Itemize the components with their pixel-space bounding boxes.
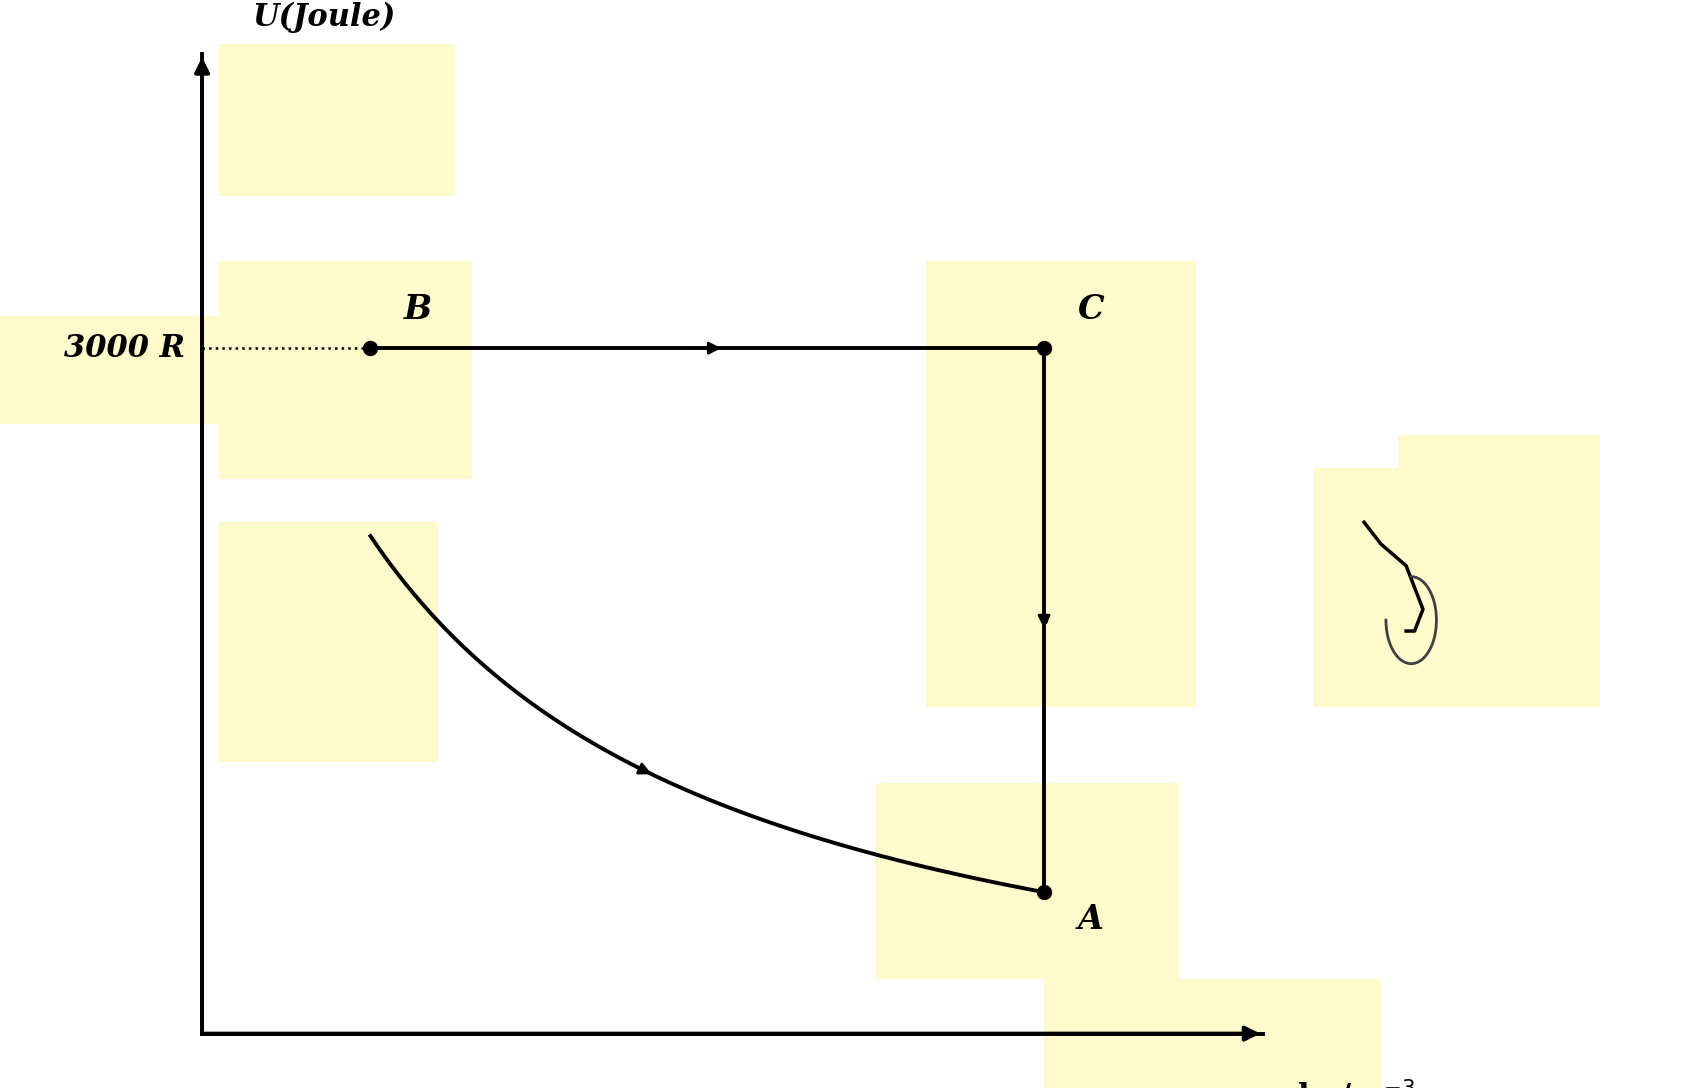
Point <box>1031 611 1058 629</box>
Text: U(Joule): U(Joule) <box>253 1 396 33</box>
FancyBboxPatch shape <box>876 783 1179 979</box>
FancyBboxPatch shape <box>1044 979 1381 1088</box>
Point <box>1031 339 1058 357</box>
FancyBboxPatch shape <box>926 261 1196 479</box>
Text: kg/m$^{-3}$: kg/m$^{-3}$ <box>1297 1077 1415 1088</box>
FancyBboxPatch shape <box>0 316 219 424</box>
FancyBboxPatch shape <box>1398 435 1600 707</box>
Text: A: A <box>1078 903 1103 936</box>
Point <box>1031 883 1058 901</box>
FancyBboxPatch shape <box>219 44 455 196</box>
Text: B: B <box>404 294 433 326</box>
Text: 3000 R: 3000 R <box>64 333 185 363</box>
FancyBboxPatch shape <box>219 261 472 479</box>
FancyBboxPatch shape <box>1314 468 1600 707</box>
Point <box>357 339 384 357</box>
Text: C: C <box>1078 294 1105 326</box>
FancyBboxPatch shape <box>1330 479 1549 696</box>
FancyBboxPatch shape <box>219 522 438 762</box>
FancyBboxPatch shape <box>926 468 1196 707</box>
